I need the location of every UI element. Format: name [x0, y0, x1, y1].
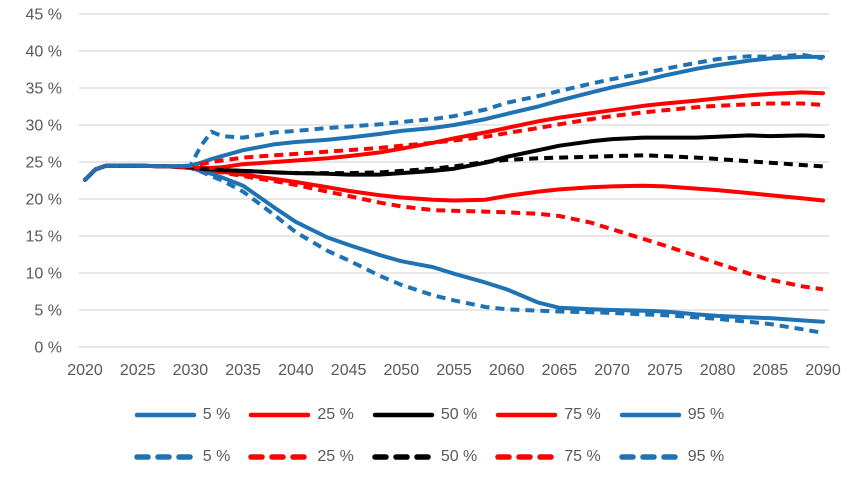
legend-item-label: 5 %	[202, 406, 231, 423]
y-axis-tick-label: 15 %	[26, 229, 62, 246]
legend-line-sample-solid	[134, 412, 197, 418]
x-axis-tick-label: 2030	[173, 362, 209, 379]
legend-line-sample-solid	[372, 412, 435, 418]
y-axis-tick-label: 45 %	[26, 7, 62, 24]
y-axis-tick-label: 0 %	[34, 340, 62, 357]
legend-line-sample-solid	[619, 412, 681, 418]
legend-line-sample-solid	[496, 412, 558, 418]
legend-item-label: 25 %	[317, 406, 354, 423]
x-axis-tick-label: 2090	[805, 362, 841, 379]
legend-item-label: 50 %	[440, 406, 478, 423]
y-axis-tick-label: 10 %	[26, 266, 62, 283]
legend-line-sample-solid	[249, 412, 311, 418]
legend-item-dashed-75pct[interactable]: 75 %	[495, 448, 601, 465]
legend-item-solid-25pct[interactable]: 25 %	[248, 406, 354, 423]
y-axis-tick-label: 35 %	[26, 81, 62, 98]
y-axis-tick-label: 25 %	[26, 155, 62, 172]
legend-line-sample-dashed	[134, 454, 197, 460]
legend-item-label: 5 %	[202, 448, 231, 465]
legend-item-label: 95 %	[687, 406, 725, 423]
x-axis-tick-label: 2055	[436, 362, 472, 379]
legend-item-label: 95 %	[687, 448, 725, 465]
y-axis-tick-label: 40 %	[26, 44, 62, 61]
chart-legend: 5 % 25 % 50 % 75 % 95 % 5 % 25 % 50 % 75 % 95 %	[0, 402, 858, 470]
x-axis-tick-label: 2085	[753, 362, 789, 379]
legend-item-dashed-5pct[interactable]: 5 %	[134, 448, 231, 465]
y-axis-tick-label: 30 %	[26, 118, 62, 135]
legend-item-dashed-95pct[interactable]: 95 %	[619, 449, 724, 465]
x-axis-tick-label: 2035	[225, 362, 261, 379]
legend-item-solid-5pct[interactable]: 5 %	[134, 406, 231, 423]
legend-item-label: 75 %	[564, 448, 601, 465]
legend-item-label: 25 %	[317, 448, 354, 465]
series-line-dashed-25pct[interactable]	[83, 163, 824, 292]
series-line-dashed-95pct[interactable]	[83, 52, 824, 182]
x-axis-tick-label: 2040	[278, 362, 314, 379]
legend-item-solid-50pct[interactable]: 50 %	[372, 407, 477, 423]
legend-line-sample-dashed	[619, 454, 682, 460]
legend-line-sample-dashed	[248, 454, 312, 460]
x-axis-tick-label: 2020	[67, 362, 103, 379]
legend-row-solid: 5 % 25 % 50 % 75 % 95 %	[125, 402, 733, 428]
legend-item-label: 50 %	[440, 448, 478, 465]
legend-item-dashed-25pct[interactable]: 25 %	[248, 448, 354, 465]
legend-item-solid-75pct[interactable]: 75 %	[495, 406, 601, 423]
y-axis-tick-label: 5 %	[34, 303, 62, 320]
legend-line-sample-dashed	[372, 454, 435, 460]
x-axis-tick-label: 2045	[331, 362, 367, 379]
legend-item-solid-95pct[interactable]: 95 %	[619, 407, 724, 423]
x-axis-tick-label: 2025	[120, 362, 156, 379]
x-axis-tick-label: 2060	[489, 362, 525, 379]
legend-item-dashed-50pct[interactable]: 50 %	[372, 449, 477, 465]
legend-line-sample-dashed	[495, 454, 559, 460]
x-axis-tick-label: 2070	[594, 362, 630, 379]
x-axis-tick-label: 2050	[384, 362, 420, 379]
y-axis-tick-label: 20 %	[26, 192, 62, 209]
x-axis-tick-label: 2075	[647, 362, 683, 379]
x-axis-tick-label: 2065	[542, 362, 578, 379]
legend-row-dashed: 5 % 25 % 50 % 75 % 95 %	[125, 444, 733, 470]
percentile-fan-chart[interactable]: 0 % 5 % 10 % 15 % 20 % 25 % 30 % 35 % 40 % 45 % 20…	[0, 0, 858, 388]
legend-item-label: 75 %	[564, 406, 601, 423]
x-axis-tick-label: 2080	[700, 362, 736, 379]
